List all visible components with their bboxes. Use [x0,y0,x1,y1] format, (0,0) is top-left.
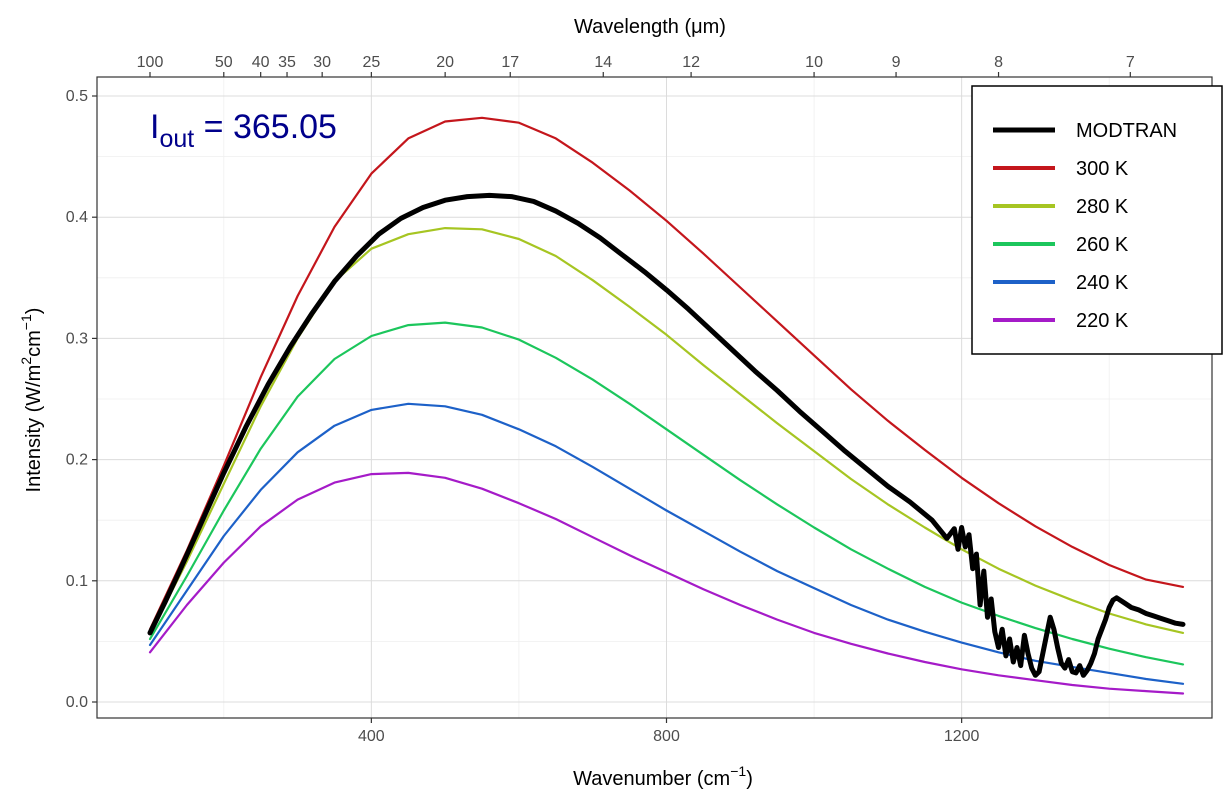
x-axis-title: Wavenumber (cm−1) [573,763,753,790]
top-tick-label: 17 [501,54,519,71]
series-line-modtran [147,192,1186,678]
top-tick-label: 9 [892,54,901,71]
top-tick-label: 12 [682,54,700,71]
x-tick-label: 800 [653,728,680,745]
series-line-220-k [148,471,1185,695]
iout-annotation-main: I [150,108,159,146]
legend-label: 300 K [1076,158,1129,180]
top-axis-title: Wavelength (μm) [574,16,726,38]
y-axis-title-mid: cm [23,330,45,357]
legend: MODTRAN 300 K 280 K 260 K 240 K 220 K [971,85,1223,355]
top-tick-label: 40 [252,54,270,71]
y-axis: 0.0 0.1 0.2 0.3 0.4 0.5 [66,88,97,711]
x-tick-label: 1200 [944,728,980,745]
y-axis-title-end: ) [23,308,45,315]
iout-annotation: Iout = 365.05 [150,108,337,153]
y-axis-title: Intensity (W/m2cm−1) [18,308,45,493]
series-line-260-k [148,321,1185,666]
legend-label: 220 K [1076,310,1129,332]
top-axis: 100 50 40 35 30 25 20 17 14 12 10 9 8 7 [137,54,1135,77]
top-tick-label: 35 [278,54,296,71]
x-axis: 400 800 1200 [358,718,980,745]
top-tick-label: 8 [994,54,1003,71]
y-axis-title-sup1: 2 [18,357,34,365]
y-axis-title-sup2: −1 [18,314,34,330]
legend-label: 280 K [1076,196,1129,218]
top-tick-label: 14 [594,54,612,71]
x-tick-label: 400 [358,728,385,745]
iout-annotation-sub: out [159,125,194,153]
top-tick-label: 50 [215,54,233,71]
x-axis-title-end: ) [746,768,753,790]
y-tick-label: 0.5 [66,88,88,105]
y-axis-title-main: Intensity (W/m [23,365,45,493]
legend-label: 260 K [1076,234,1129,256]
x-axis-title-main: Wavenumber (cm [573,768,730,790]
iout-annotation-rest: = 365.05 [194,108,337,146]
top-tick-label: 100 [137,54,164,71]
top-tick-label: 30 [313,54,331,71]
top-tick-label: 20 [436,54,454,71]
legend-label: 240 K [1076,272,1129,294]
panel-border [96,76,1213,719]
y-tick-label: 0.2 [66,452,88,469]
series-layer [147,116,1186,695]
y-tick-label: 0.4 [66,209,88,226]
top-tick-label: 25 [362,54,380,71]
legend-label: MODTRAN [1076,120,1177,142]
top-tick-label: 7 [1126,54,1135,71]
series-line-300-k [148,116,1185,631]
y-tick-label: 0.1 [66,573,88,590]
x-axis-title-sup: −1 [730,763,746,779]
y-tick-label: 0.0 [66,694,88,711]
top-tick-label: 10 [805,54,823,71]
y-tick-label: 0.3 [66,330,88,347]
